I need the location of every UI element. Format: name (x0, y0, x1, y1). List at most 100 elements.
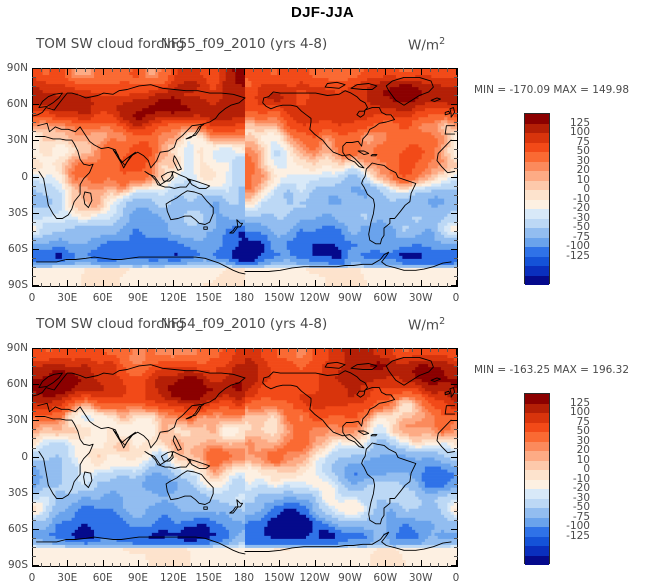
x-minor-tick (111, 283, 113, 287)
y-minor-tick (454, 239, 458, 241)
x-tick-label: 120E (159, 292, 187, 304)
colorbar-swatch (525, 142, 549, 152)
x-minor-tick (323, 563, 325, 567)
x-major-tick (385, 560, 387, 567)
x-minor-tick (146, 348, 148, 352)
y-minor-tick (454, 483, 458, 485)
data-field (33, 69, 457, 286)
x-minor-tick (447, 348, 449, 352)
units-exponent: 2 (439, 36, 446, 47)
x-minor-tick (297, 283, 298, 287)
map-plot-area[interactable] (32, 68, 458, 287)
x-major-tick (102, 348, 104, 355)
y-minor-tick (32, 501, 36, 503)
y-minor-tick (454, 167, 458, 169)
y-major-tick (32, 420, 39, 422)
y-minor-tick (454, 158, 458, 160)
colorbar-swatch (525, 527, 549, 537)
x-major-tick (456, 280, 457, 287)
y-minor-tick (32, 167, 36, 169)
colorbar-tick-label: 75 (576, 135, 590, 148)
x-major-tick (456, 560, 457, 567)
x-minor-tick (367, 283, 369, 287)
y-tick-label: 90S (7, 559, 28, 571)
x-minor-tick (120, 563, 122, 567)
y-major-tick (32, 528, 39, 530)
colorbar-tick-label: 125 (569, 396, 590, 409)
x-minor-tick (332, 563, 334, 567)
colorbar-tick-label: 30 (576, 154, 590, 167)
x-minor-tick (341, 563, 343, 567)
y-minor-tick (32, 483, 36, 485)
x-tick-label: 0 (452, 572, 460, 584)
colorbar-tick-label: -50 (572, 221, 590, 233)
y-minor-tick (454, 375, 458, 377)
y-tick-label: 0 (21, 170, 28, 183)
x-minor-tick (288, 68, 290, 72)
colorbar-tick-label: 10 (576, 173, 590, 186)
x-minor-tick (288, 563, 290, 567)
x-minor-tick (411, 283, 413, 287)
map-plot-area[interactable] (32, 348, 458, 567)
colorbar-tick-label: -125 (566, 249, 590, 262)
y-major-tick (32, 248, 39, 250)
x-major-tick (67, 560, 69, 567)
y-minor-tick (32, 86, 36, 88)
y-minor-tick (454, 393, 458, 395)
colorbar-swatch (525, 555, 549, 565)
y-major-tick (32, 140, 39, 142)
y-minor-tick (454, 185, 458, 187)
colorbar-swatch (525, 432, 549, 442)
x-minor-tick (403, 68, 404, 72)
x-minor-tick (40, 563, 42, 567)
x-minor-tick (394, 68, 396, 72)
x-minor-tick (438, 68, 440, 72)
x-minor-tick (164, 348, 166, 352)
x-minor-tick (403, 283, 404, 287)
y-major-tick (32, 68, 39, 69)
y-minor-tick (32, 556, 36, 557)
x-major-tick (32, 280, 33, 287)
colorbar-swatch (525, 247, 549, 257)
x-minor-tick (93, 68, 95, 72)
colorbar-tick-label: 20 (576, 444, 590, 456)
x-minor-tick (58, 68, 60, 72)
colorbar-swatch (525, 489, 549, 499)
x-minor-tick (429, 283, 431, 287)
y-minor-tick (454, 221, 458, 223)
colorbar-tick-label: -75 (572, 510, 590, 523)
x-minor-tick (235, 348, 237, 352)
coastlines (33, 76, 456, 275)
colorbar-swatch (525, 479, 549, 489)
x-minor-tick (191, 348, 192, 352)
x-minor-tick (376, 563, 378, 567)
x-minor-tick (358, 348, 360, 352)
x-major-tick (244, 348, 245, 355)
x-minor-tick (305, 68, 307, 72)
x-major-tick (67, 68, 69, 75)
y-minor-tick (454, 86, 458, 88)
colorbar-swatch (525, 508, 549, 518)
x-minor-tick (199, 563, 201, 567)
x-minor-tick (58, 348, 60, 352)
colorbar-tick-label: -10 (572, 472, 590, 485)
x-minor-tick (49, 563, 51, 567)
x-tick-label: 60W (373, 292, 398, 304)
x-tick-label: 150E (195, 292, 223, 304)
colorbar-swatch (525, 266, 549, 276)
y-minor-tick (32, 438, 36, 440)
colorbar-tick-label: 10 (576, 453, 590, 466)
x-major-tick (279, 280, 281, 287)
x-major-tick (138, 560, 139, 567)
x-tick-label: 180 (233, 572, 255, 584)
y-minor-tick (454, 257, 458, 259)
colorbar-swatch (525, 451, 549, 461)
y-major-tick (451, 176, 458, 178)
x-minor-tick (129, 563, 131, 567)
colorbar-swatch (525, 470, 549, 480)
x-minor-tick (297, 348, 298, 352)
y-minor-tick (32, 465, 36, 467)
x-minor-tick (358, 283, 360, 287)
x-major-tick (385, 348, 387, 355)
y-minor-tick (454, 556, 458, 557)
